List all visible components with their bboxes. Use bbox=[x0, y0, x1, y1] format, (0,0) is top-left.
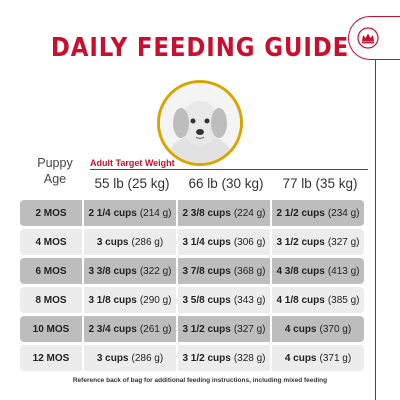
column-header-77lb: 77 lb (35 kg) bbox=[282, 176, 358, 191]
puppy-age-header-line1: Puppy bbox=[37, 156, 73, 170]
row-age: 12 MOS bbox=[20, 345, 82, 371]
puppy-age-header-line2: Age bbox=[43, 172, 67, 186]
footnote: Reference back of bag for additional fee… bbox=[72, 377, 328, 384]
puppy-photo bbox=[157, 80, 243, 166]
table-row: 2 MOS 2 1/4 cups (214 g) 2 3/8 cups (224 g… bbox=[20, 200, 364, 226]
cell-55lb: 3 cups (286 g) bbox=[84, 229, 176, 255]
table-row: 4 MOS 3 cups (286 g) 3 1/4 cups (306 g) 3 … bbox=[20, 229, 364, 255]
cups-value: 3 cups bbox=[96, 236, 129, 248]
grams-value: (343 g) bbox=[233, 294, 266, 306]
grams-value: (328 g) bbox=[233, 352, 266, 364]
cell-77lb: 4 cups (371 g) bbox=[272, 345, 364, 371]
grams-value: (327 g) bbox=[327, 236, 360, 248]
grams-value: (261 g) bbox=[139, 323, 172, 335]
cups-value: 4 3/8 cups bbox=[276, 265, 325, 277]
cups-value: 3 3/8 cups bbox=[88, 265, 137, 277]
cups-value: 3 5/8 cups bbox=[182, 294, 231, 306]
cell-55lb: 3 cups (286 g) bbox=[84, 345, 176, 371]
cell-77lb: 2 1/2 cups (234 g) bbox=[272, 200, 364, 226]
grams-value: (286 g) bbox=[131, 236, 164, 248]
grams-value: (286 g) bbox=[131, 352, 164, 364]
cell-77lb: 4 3/8 cups (413 g) bbox=[272, 258, 364, 284]
grams-value: (306 g) bbox=[233, 236, 266, 248]
brand-logo bbox=[348, 16, 400, 60]
grams-value: (368 g) bbox=[233, 265, 266, 277]
cups-value: 2 3/8 cups bbox=[182, 207, 231, 219]
cups-value: 2 1/4 cups bbox=[88, 207, 137, 219]
grams-value: (224 g) bbox=[233, 207, 266, 219]
column-header-66lb: 66 lb (30 kg) bbox=[188, 176, 264, 191]
page-title: DAILY FEEDING GUIDE bbox=[50, 33, 350, 63]
cell-55lb: 3 3/8 cups (322 g) bbox=[84, 258, 176, 284]
brand-divider-line bbox=[375, 60, 376, 400]
grams-value: (370 g) bbox=[319, 323, 352, 335]
cell-66lb: 3 7/8 cups (368 g) bbox=[178, 258, 270, 284]
cups-value: 4 1/8 cups bbox=[276, 294, 325, 306]
cups-value: 3 1/2 cups bbox=[276, 236, 325, 248]
row-age: 10 MOS bbox=[20, 316, 82, 342]
grams-value: (327 g) bbox=[233, 323, 266, 335]
cell-66lb: 3 5/8 cups (343 g) bbox=[178, 287, 270, 313]
grams-value: (214 g) bbox=[139, 207, 172, 219]
table-row: 10 MOS 2 3/4 cups (261 g) 3 1/2 cups (327 … bbox=[20, 316, 364, 342]
cell-66lb: 3 1/2 cups (328 g) bbox=[178, 345, 270, 371]
cups-value: 3 1/4 cups bbox=[182, 236, 231, 248]
cell-77lb: 4 1/8 cups (385 g) bbox=[272, 287, 364, 313]
cups-value: 3 1/2 cups bbox=[182, 323, 231, 335]
row-age: 2 MOS bbox=[20, 200, 82, 226]
cell-77lb: 3 1/2 cups (327 g) bbox=[272, 229, 364, 255]
puppy-icon bbox=[160, 83, 240, 163]
grams-value: (385 g) bbox=[327, 294, 360, 306]
cell-66lb: 2 3/8 cups (224 g) bbox=[178, 200, 270, 226]
cell-66lb: 3 1/2 cups (327 g) bbox=[178, 316, 270, 342]
cell-55lb: 3 1/8 cups (290 g) bbox=[84, 287, 176, 313]
table-row: 12 MOS 3 cups (286 g) 3 1/2 cups (328 g) 4… bbox=[20, 345, 364, 371]
cups-value: 4 cups bbox=[284, 323, 317, 335]
row-age: 6 MOS bbox=[20, 258, 82, 284]
row-age: 8 MOS bbox=[20, 287, 82, 313]
grams-value: (234 g) bbox=[327, 207, 360, 219]
cell-55lb: 2 3/4 cups (261 g) bbox=[84, 316, 176, 342]
header-rule bbox=[90, 169, 368, 170]
grams-value: (290 g) bbox=[139, 294, 172, 306]
cell-55lb: 2 1/4 cups (214 g) bbox=[84, 200, 176, 226]
grams-value: (322 g) bbox=[139, 265, 172, 277]
cups-value: 3 1/8 cups bbox=[88, 294, 137, 306]
grams-value: (371 g) bbox=[319, 352, 352, 364]
cups-value: 4 cups bbox=[284, 352, 317, 364]
cell-77lb: 4 cups (370 g) bbox=[272, 316, 364, 342]
cups-value: 3 1/2 cups bbox=[182, 352, 231, 364]
grams-value: (413 g) bbox=[327, 265, 360, 277]
table-row: 8 MOS 3 1/8 cups (290 g) 3 5/8 cups (343 g… bbox=[20, 287, 364, 313]
table-row: 6 MOS 3 3/8 cups (322 g) 3 7/8 cups (368 g… bbox=[20, 258, 364, 284]
row-age: 4 MOS bbox=[20, 229, 82, 255]
adult-target-weight-label: Adult Target Weight bbox=[90, 158, 175, 168]
puppy-age-header: Puppy Age bbox=[33, 155, 77, 187]
cups-value: 3 7/8 cups bbox=[182, 265, 231, 277]
cups-value: 2 1/2 cups bbox=[276, 207, 325, 219]
crown-icon bbox=[356, 27, 379, 49]
column-header-55lb: 55 lb (25 kg) bbox=[94, 176, 170, 191]
cups-value: 3 cups bbox=[96, 352, 129, 364]
cups-value: 2 3/4 cups bbox=[88, 323, 137, 335]
cell-66lb: 3 1/4 cups (306 g) bbox=[178, 229, 270, 255]
